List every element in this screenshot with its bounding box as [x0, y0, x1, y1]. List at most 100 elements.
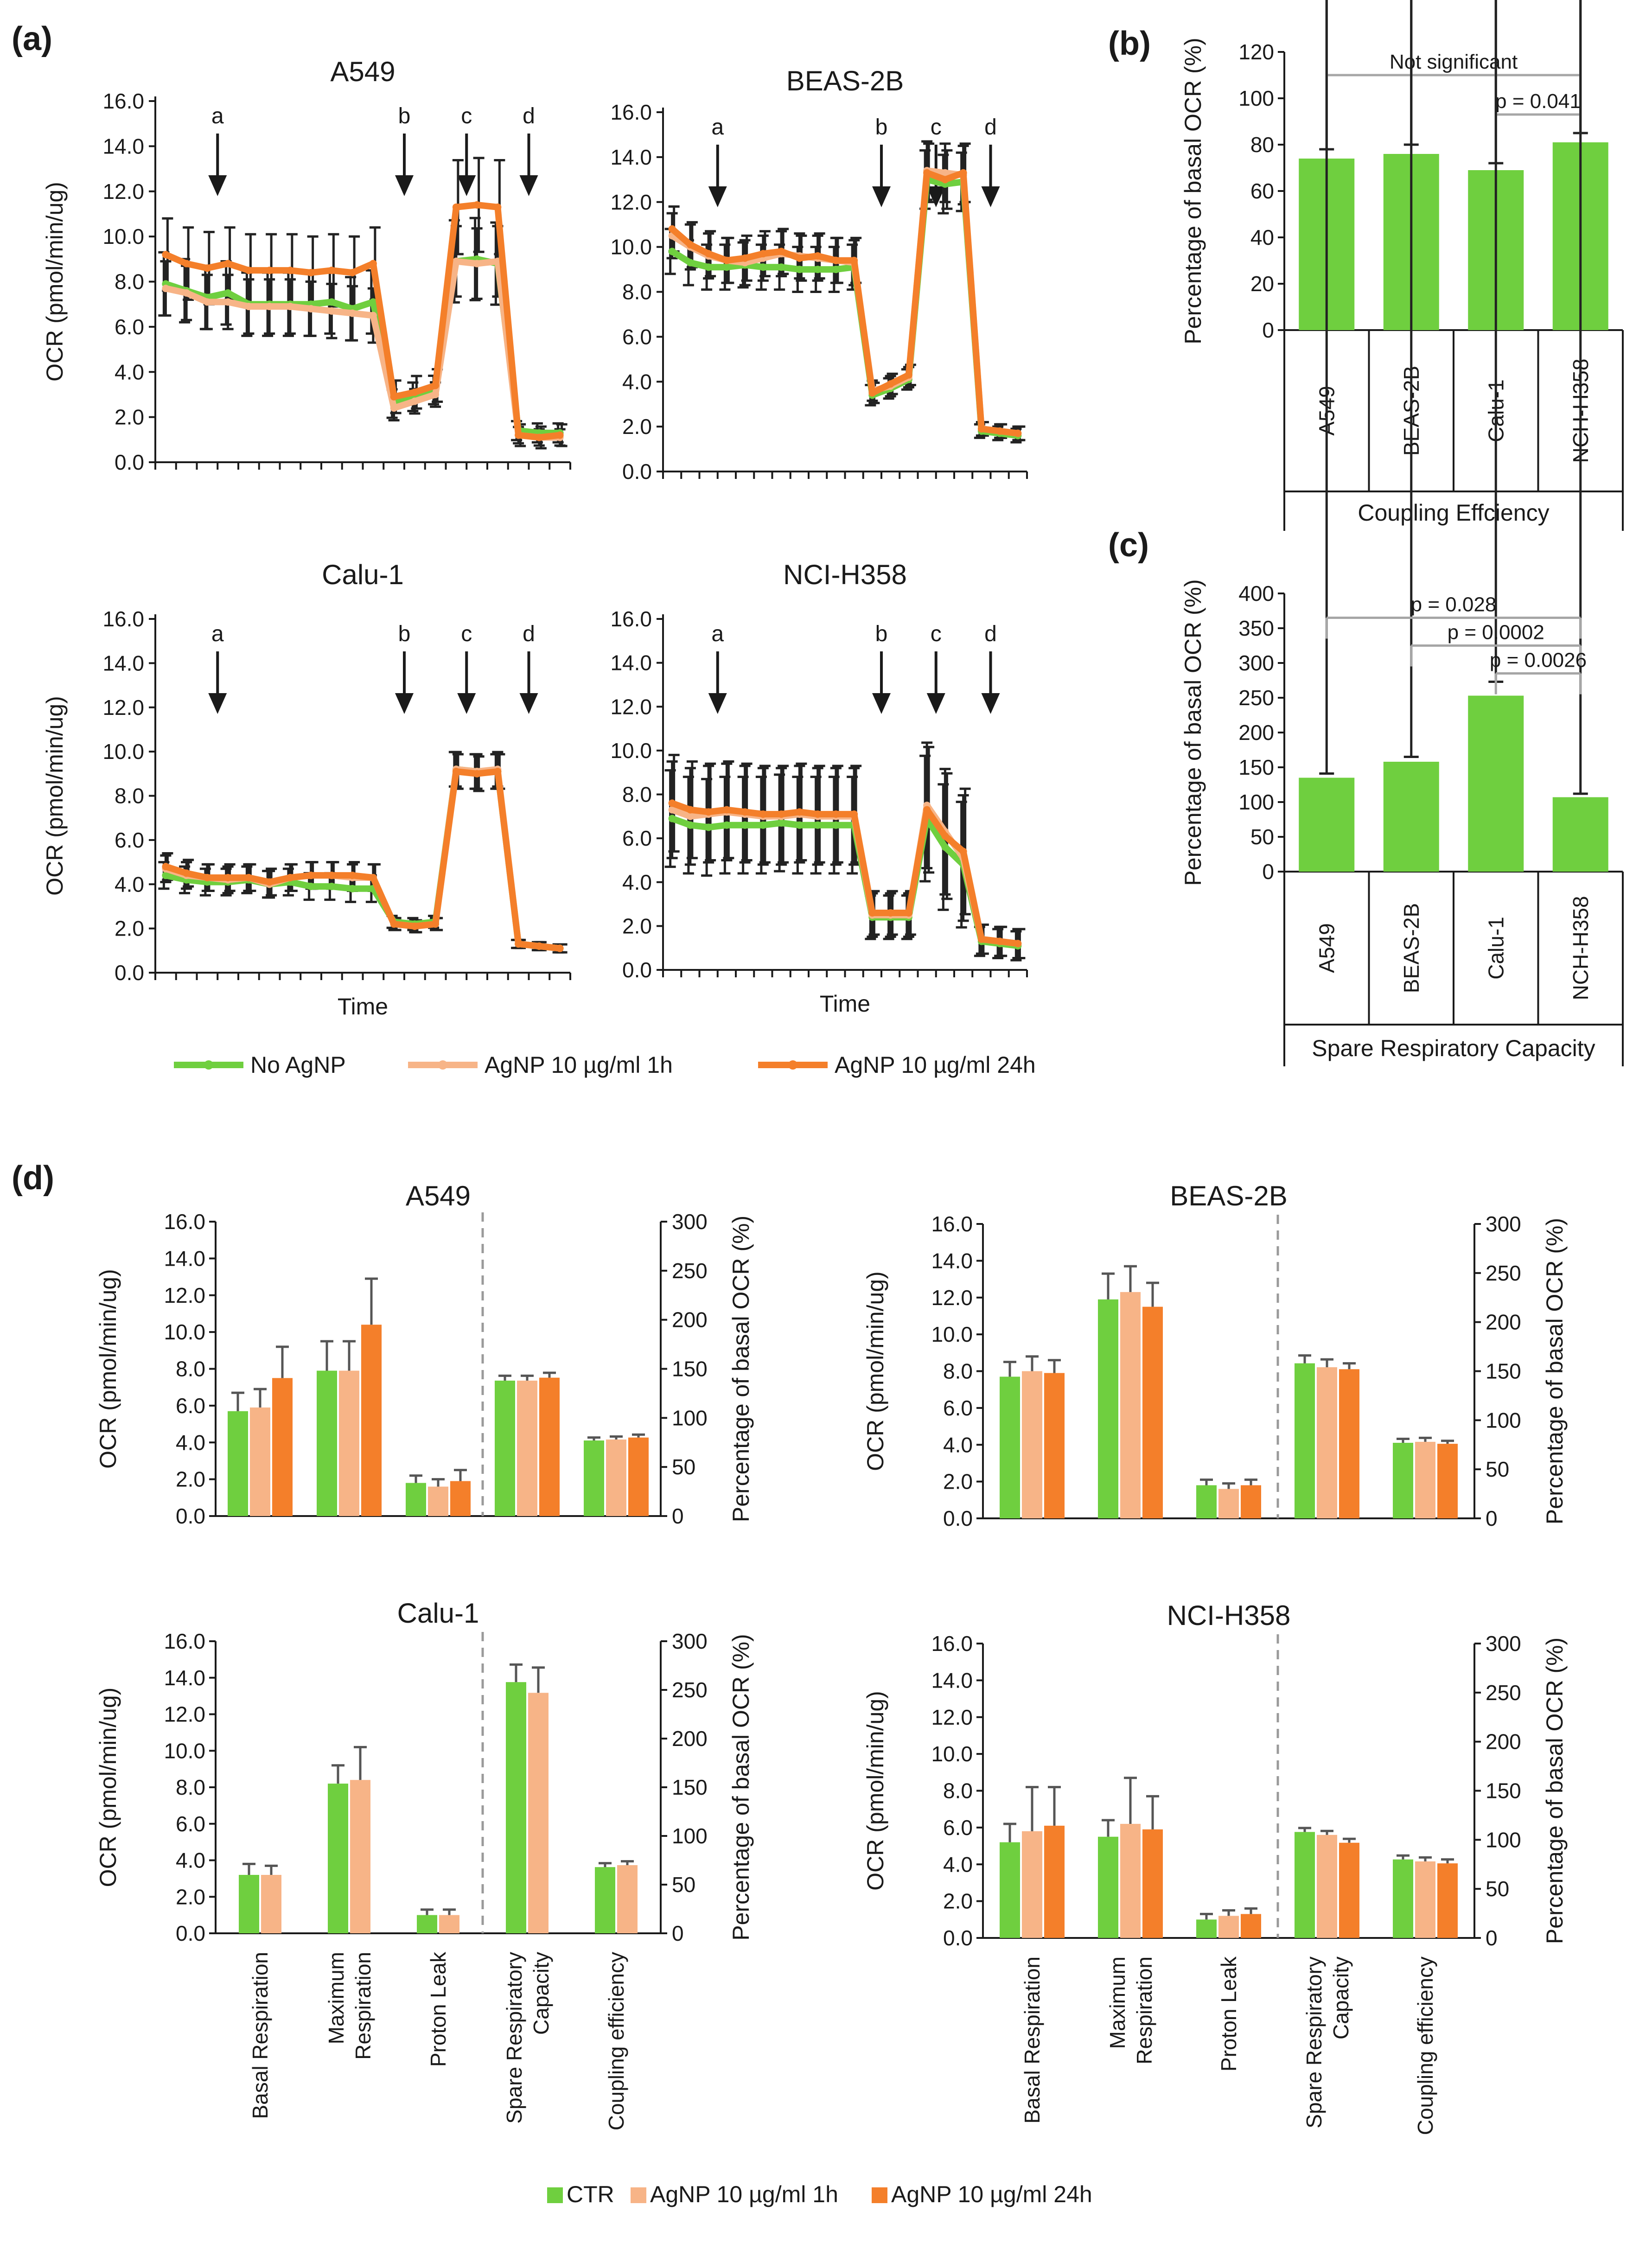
data-point	[307, 305, 315, 312]
data-point	[349, 269, 357, 277]
data-point	[778, 248, 785, 255]
y-tick-label: 400	[1238, 581, 1274, 605]
bar	[1437, 1444, 1458, 1518]
y-tick-label: 6.0	[622, 325, 652, 349]
y-tick-label: 16.0	[102, 89, 144, 113]
bar	[584, 1440, 604, 1516]
data-point	[266, 878, 274, 886]
series-line	[670, 169, 1019, 437]
bar	[450, 1481, 471, 1516]
data-point	[328, 307, 336, 315]
group-label: Coupling Effciency	[1358, 500, 1549, 526]
data-point	[668, 815, 676, 822]
y-tick-label: 2.0	[622, 914, 652, 938]
bar	[1098, 1836, 1118, 1938]
injection-arrow-head	[926, 186, 945, 207]
y-tick-label-right: 50	[672, 1873, 695, 1897]
bar	[350, 1780, 370, 1933]
data-point	[832, 266, 840, 274]
bar	[1022, 1831, 1042, 1938]
y-tick-label: 6.0	[622, 826, 652, 850]
category-label: NCH-H358	[1569, 896, 1593, 1000]
y-tick-label: 12.0	[102, 179, 144, 204]
y-tick-label-right: 100	[672, 1824, 708, 1848]
legend-entry: AgNP 10 µg/ml 1h	[650, 2181, 838, 2207]
y-tick-label: 4.0	[943, 1852, 973, 1876]
line-chart-a549: A549 0.0 2.0 4.0 6.0 8.0 10.0 12.0 14.0 16.0 OCR (…	[42, 56, 571, 474]
bar	[361, 1325, 382, 1516]
data-point	[778, 263, 785, 271]
bar	[272, 1378, 293, 1516]
y-tick-label: 14.0	[102, 651, 144, 675]
data-point	[741, 254, 749, 262]
data-point	[349, 309, 357, 317]
y-tick-label: 0.0	[176, 1921, 205, 1945]
group-label: Spare Respiratory Capacity	[1312, 1035, 1595, 1061]
legend-a: No AgNP AgNP 10 µg/ml 1h AgNP 10 µg/ml 24h	[174, 1052, 1036, 1078]
y-tick-label: 14.0	[610, 145, 652, 169]
bar	[261, 1875, 281, 1933]
injection-arrow-head	[519, 175, 538, 196]
injection-arrow-head	[395, 693, 414, 714]
category-label: Basal Respiration	[248, 1952, 272, 2119]
data-point	[183, 289, 191, 297]
data-point	[162, 863, 170, 871]
data-point	[959, 169, 967, 177]
data-point	[390, 920, 398, 928]
y-tick-label: 6.0	[115, 828, 144, 852]
data-point	[245, 267, 253, 274]
chart-title: Calu-1	[397, 1598, 479, 1629]
data-point	[941, 169, 949, 177]
panel-label-a: (a)	[12, 20, 52, 57]
y-tick-label-right: 100	[1486, 1828, 1521, 1852]
y-tick-label: 10.0	[102, 739, 144, 764]
bar	[428, 1486, 448, 1516]
y-tick-label: 0.0	[943, 1506, 973, 1530]
category-label: Respiration	[1132, 1956, 1156, 2065]
injection-label: d	[523, 622, 535, 646]
y-tick-label: 8.0	[176, 1357, 205, 1381]
category-label: Respiration	[351, 1952, 375, 2060]
y-tick-label: 16.0	[931, 1212, 973, 1236]
y-tick-label: 0.0	[176, 1504, 205, 1528]
y-tick-label: 16.0	[164, 1629, 205, 1653]
data-point	[686, 259, 694, 267]
data-point	[850, 810, 858, 818]
data-point	[349, 885, 357, 892]
injection-arrow-head	[981, 693, 1000, 714]
injection-arrow-head	[872, 693, 891, 714]
data-point	[705, 250, 713, 258]
bar	[250, 1407, 270, 1516]
data-point	[977, 425, 985, 433]
legend-marker	[788, 1060, 797, 1070]
y-tick-label: 16.0	[610, 100, 652, 124]
category-label: Coupling efficiency	[1413, 1956, 1437, 2135]
y-axis-label: Percentage of basal OCR (%)	[1180, 38, 1206, 344]
category-label: Proton Leak	[1217, 1956, 1241, 2071]
data-point	[432, 382, 440, 389]
y-tick-label: 4.0	[176, 1430, 205, 1454]
y-tick-label: 12.0	[931, 1705, 973, 1729]
bar	[1241, 1914, 1261, 1938]
data-point	[556, 944, 564, 952]
data-point	[452, 257, 460, 265]
y-tick-label-right: 100	[672, 1406, 708, 1430]
category-label: BEAS-2B	[1399, 903, 1423, 993]
category-label: Capacity	[529, 1952, 553, 2035]
legend-entry: CTR	[567, 2181, 614, 2207]
y-tick-label: 16.0	[164, 1210, 205, 1234]
category-label: Spare Respiratory	[1302, 1956, 1326, 2128]
bar	[1339, 1842, 1359, 1938]
y-tick-label-right: 300	[1486, 1631, 1521, 1656]
line-chart-calu-1: Calu-1 0.0 2.0 4.0 6.0 8.0 10.0 12.0 14.0 16.0 OCR…	[42, 559, 571, 1020]
y-axis-label: OCR (pmol/min/ug)	[42, 696, 68, 896]
series-line	[165, 768, 561, 952]
category-label: Proton Leak	[426, 1951, 450, 2067]
data-point	[162, 285, 170, 293]
y-tick-label-right: 0	[672, 1504, 684, 1528]
y-tick-label: 4.0	[622, 370, 652, 394]
bar	[1552, 797, 1608, 872]
y-tick-label: 12.0	[610, 695, 652, 719]
injection-arrow-head	[457, 693, 476, 714]
y-tick-label-right: 150	[1486, 1779, 1521, 1803]
